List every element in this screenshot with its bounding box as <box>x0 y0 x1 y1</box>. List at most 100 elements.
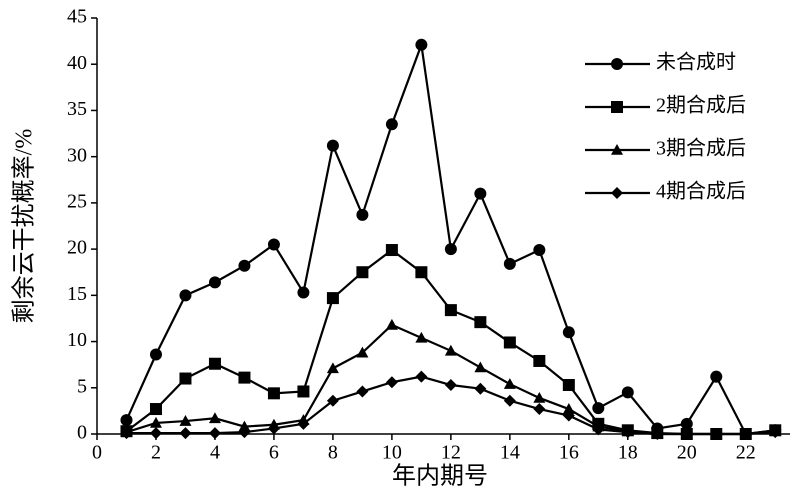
x-axis-label: 年内期号 <box>392 463 488 490</box>
marker <box>533 244 546 257</box>
marker <box>710 370 723 383</box>
marker <box>297 417 310 430</box>
marker <box>149 416 162 428</box>
x-tick-label: 4 <box>210 442 220 464</box>
marker <box>562 403 575 414</box>
y-tick-label: 40 <box>67 52 87 74</box>
marker <box>385 244 398 257</box>
marker <box>238 426 251 439</box>
marker <box>503 257 516 270</box>
marker <box>179 372 192 385</box>
marker <box>356 208 369 221</box>
marker <box>562 379 575 392</box>
marker <box>149 427 162 440</box>
marker <box>238 259 251 272</box>
legend-label: 2期合成后 <box>656 94 746 117</box>
marker <box>503 394 516 407</box>
marker <box>611 101 623 113</box>
marker <box>297 385 310 398</box>
marker <box>208 276 221 289</box>
marker <box>208 427 221 440</box>
marker <box>611 187 623 199</box>
x-tick-label: 16 <box>559 442 579 464</box>
marker <box>503 378 516 389</box>
marker <box>267 422 280 435</box>
marker <box>179 427 192 440</box>
marker <box>533 354 546 367</box>
marker <box>149 403 162 416</box>
y-tick-label: 45 <box>67 6 87 28</box>
marker <box>680 428 693 440</box>
marker <box>651 428 664 440</box>
x-tick-label: 22 <box>736 442 756 464</box>
marker <box>356 346 369 358</box>
marker <box>415 266 428 279</box>
marker <box>179 415 192 426</box>
marker <box>444 304 457 317</box>
y-tick-label: 35 <box>67 98 87 120</box>
marker <box>385 376 398 389</box>
y-tick-label: 30 <box>67 144 87 166</box>
legend-label: 未合成时 <box>656 51 736 74</box>
marker <box>592 423 605 436</box>
marker <box>621 386 634 399</box>
x-tick-label: 6 <box>269 442 279 464</box>
y-tick-label: 10 <box>67 329 87 351</box>
marker <box>149 348 162 361</box>
y-tick-label: 20 <box>67 237 87 259</box>
marker <box>385 318 398 330</box>
marker <box>238 420 251 432</box>
marker <box>680 417 693 430</box>
marker <box>267 238 280 251</box>
marker <box>208 357 221 370</box>
marker <box>611 58 623 70</box>
marker <box>533 391 546 403</box>
x-tick-label: 0 <box>92 442 102 464</box>
marker <box>769 426 782 439</box>
marker <box>238 371 251 384</box>
legend-label: 4期合成后 <box>656 180 746 203</box>
marker <box>710 428 723 440</box>
y-tick-label: 25 <box>67 190 87 212</box>
marker <box>267 387 280 400</box>
marker <box>208 412 221 424</box>
marker <box>503 336 516 349</box>
marker <box>621 426 634 439</box>
marker <box>415 331 428 343</box>
marker <box>326 362 339 374</box>
x-tick-label: 14 <box>500 442 520 464</box>
marker <box>120 427 133 440</box>
marker <box>415 38 428 51</box>
marker <box>444 379 457 392</box>
marker <box>739 428 752 440</box>
x-tick-label: 10 <box>382 442 402 464</box>
marker <box>385 118 398 131</box>
marker <box>297 286 310 299</box>
x-tick-label: 12 <box>441 442 461 464</box>
marker <box>562 326 575 339</box>
x-tick-label: 20 <box>677 442 697 464</box>
marker <box>444 344 457 356</box>
x-tick-label: 2 <box>151 442 161 464</box>
legend-label: 3期合成后 <box>656 137 746 160</box>
marker <box>562 409 575 422</box>
marker <box>415 370 428 383</box>
marker <box>474 361 487 373</box>
marker <box>326 139 339 152</box>
y-tick-label: 15 <box>67 283 87 305</box>
marker <box>592 402 605 415</box>
marker <box>120 414 133 427</box>
marker <box>326 292 339 305</box>
marker <box>474 382 487 395</box>
marker <box>356 385 369 398</box>
y-tick-label: 0 <box>77 422 87 444</box>
x-tick-label: 18 <box>618 442 638 464</box>
marker <box>474 316 487 329</box>
marker <box>611 144 623 155</box>
marker <box>179 289 192 302</box>
x-tick-label: 8 <box>328 442 338 464</box>
marker <box>356 266 369 279</box>
marker <box>533 403 546 416</box>
